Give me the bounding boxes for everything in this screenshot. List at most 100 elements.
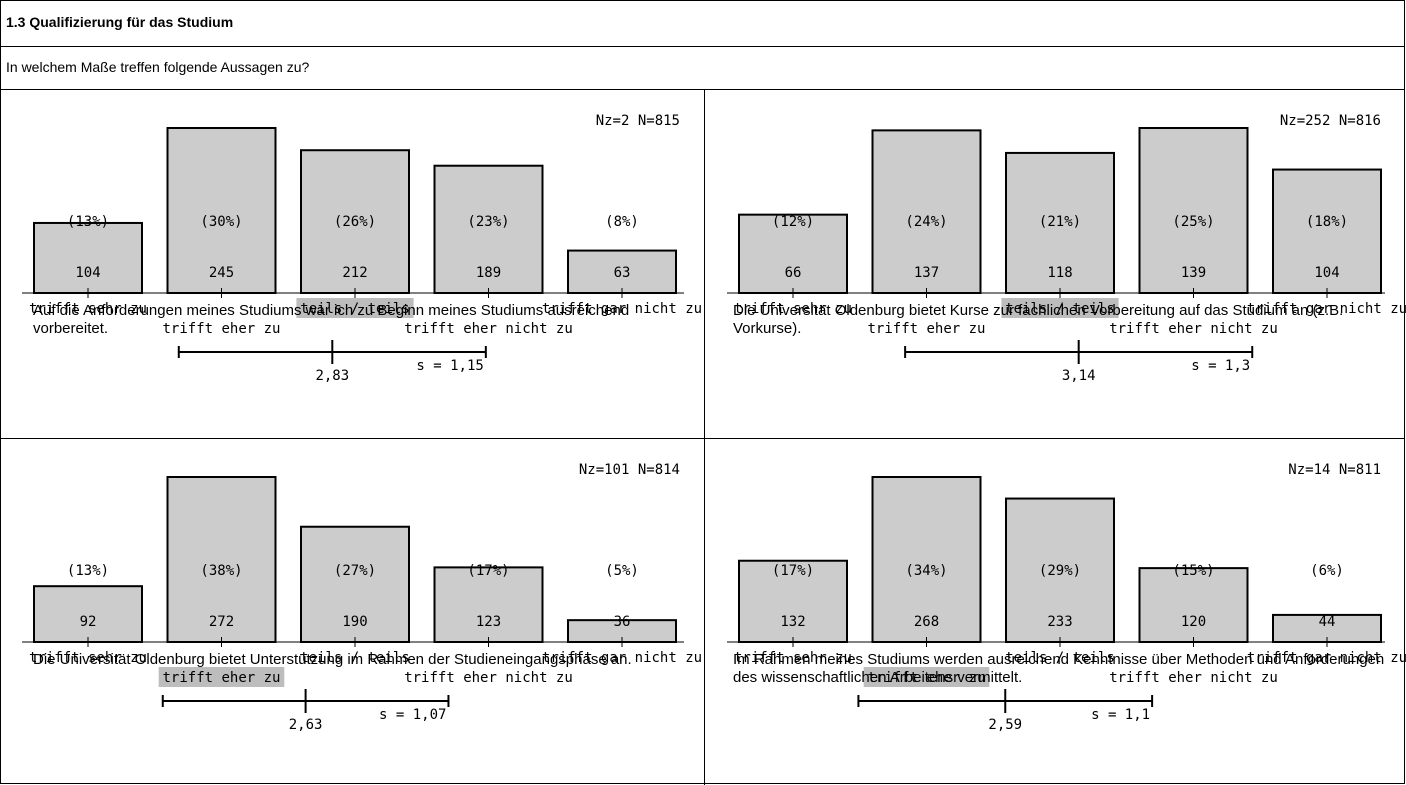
count-label: 189 — [476, 265, 501, 281]
count-label: 268 — [914, 614, 939, 630]
question-row: In welchem Maße treffen folgende Aussage… — [0, 47, 1405, 90]
chart-panel-4: Nz=14 N=811 (17%) (34%) (29%) (15%) (6%) 132 26… — [727, 462, 1406, 733]
category-label: trifft gar nicht zu — [1247, 650, 1406, 666]
count-label: 123 — [476, 614, 501, 630]
category-label: trifft gar nicht zu — [542, 301, 702, 317]
category-label: trifft eher nicht zu — [1109, 670, 1278, 686]
percent-label: (27%) — [334, 563, 376, 579]
count-label: 120 — [1181, 614, 1206, 630]
bar — [1272, 168, 1382, 294]
category-label: trifft sehr zu — [734, 301, 852, 317]
bar — [300, 525, 410, 643]
category-label: teils / teils — [1005, 301, 1115, 317]
count-label: 36 — [614, 614, 631, 630]
percent-label: (17%) — [772, 563, 814, 579]
category-label: trifft gar nicht zu — [1247, 301, 1406, 317]
bar — [1005, 151, 1115, 295]
category-label: teils / teils — [300, 650, 410, 666]
percent-label: (38%) — [200, 563, 242, 579]
bar — [433, 164, 544, 294]
stats-label: Nz=252 N=816 — [1280, 113, 1381, 129]
stats-label: Nz=2 N=815 — [596, 113, 680, 129]
percent-label: (25%) — [1172, 214, 1214, 230]
count-label: 190 — [342, 614, 367, 630]
percent-label: (26%) — [334, 214, 376, 230]
percent-label: (18%) — [1306, 214, 1348, 230]
chart-caption-4: Im Rahmen meines Studiums werden ausreic… — [733, 651, 1385, 686]
category-label: trifft eher zu — [867, 321, 985, 337]
stats-label: Nz=101 N=814 — [579, 462, 680, 478]
category-label: trifft eher nicht zu — [404, 321, 573, 337]
category-label: teils / teils — [300, 301, 410, 317]
category-label: trifft eher nicht zu — [404, 670, 573, 686]
category-label: trifft eher zu — [867, 670, 985, 686]
percent-label: (17%) — [467, 563, 509, 579]
sd-label: s = 1,15 — [416, 358, 483, 374]
count-label: 233 — [1047, 614, 1072, 630]
bar — [871, 476, 982, 643]
percent-label: (12%) — [772, 214, 814, 230]
percent-label: (29%) — [1039, 563, 1081, 579]
count-label: 104 — [1314, 265, 1339, 281]
percent-label: (15%) — [1172, 563, 1214, 579]
percent-label: (5%) — [605, 563, 639, 579]
mean-label: 3,14 — [1062, 368, 1096, 384]
section-header: 1.3 Qualifizierung für das Studium — [0, 0, 1405, 47]
category-highlight — [158, 667, 285, 687]
section-title: 1.3 Qualifizierung für das Studium — [6, 14, 234, 30]
category-highlight — [1001, 298, 1119, 318]
percent-label: (13%) — [67, 214, 109, 230]
sd-label: s = 1,07 — [379, 707, 446, 723]
percent-label: (23%) — [467, 214, 509, 230]
chart-caption-1: Auf die Anforderungen meines Studiums wa… — [33, 302, 630, 337]
percent-label: (34%) — [905, 563, 947, 579]
bar — [738, 559, 848, 643]
bar — [166, 476, 277, 643]
category-label: trifft eher nicht zu — [1109, 321, 1278, 337]
bar — [738, 213, 848, 294]
bar — [300, 149, 410, 295]
count-label: 104 — [75, 265, 100, 281]
mean-label: 2,83 — [315, 368, 349, 384]
bar — [33, 585, 143, 643]
mean-label: 2,63 — [289, 717, 323, 733]
sd-label: s = 1,1 — [1091, 707, 1150, 723]
percent-label: (8%) — [605, 214, 639, 230]
count-label: 66 — [785, 265, 802, 281]
stats-label: Nz=14 N=811 — [1288, 462, 1381, 478]
bar — [433, 566, 544, 643]
category-label: trifft eher zu — [162, 670, 280, 686]
percent-label: (21%) — [1039, 214, 1081, 230]
bar — [33, 221, 143, 294]
count-label: 137 — [914, 265, 939, 281]
count-label: 212 — [342, 265, 367, 281]
category-label: trifft sehr zu — [29, 650, 147, 666]
percent-label: (6%) — [1310, 563, 1344, 579]
bar — [166, 127, 277, 294]
category-highlight — [863, 667, 990, 687]
count-label: 272 — [209, 614, 234, 630]
bar — [1138, 127, 1249, 294]
category-label: trifft sehr zu — [734, 650, 852, 666]
category-highlight — [296, 298, 414, 318]
chart-panel-1: Nz=2 N=815 (13%) (30%) (26%) (23%) (8%) 104 245… — [22, 113, 702, 384]
sd-label: s = 1,3 — [1191, 358, 1250, 374]
count-label: 132 — [780, 614, 805, 630]
category-label: trifft gar nicht zu — [542, 650, 702, 666]
count-label: 44 — [1319, 614, 1336, 630]
chart-panel-2: Nz=252 N=816 (12%) (24%) (21%) (25%) (18%) 66 1… — [727, 113, 1406, 384]
bar — [871, 129, 982, 294]
percent-label: (13%) — [67, 563, 109, 579]
category-label: trifft sehr zu — [29, 301, 147, 317]
count-label: 118 — [1047, 265, 1072, 281]
panel-divider-vertical — [704, 90, 705, 785]
panel-divider-horizontal — [0, 438, 1405, 439]
question-text: In welchem Maße treffen folgende Aussage… — [6, 59, 310, 75]
count-label: 92 — [80, 614, 97, 630]
count-label: 245 — [209, 265, 234, 281]
bar — [1005, 497, 1115, 643]
count-label: 139 — [1181, 265, 1206, 281]
chart-panel-3: Nz=101 N=814 (13%) (38%) (27%) (17%) (5%) 92 27… — [22, 462, 702, 733]
category-label: trifft eher zu — [162, 321, 280, 337]
